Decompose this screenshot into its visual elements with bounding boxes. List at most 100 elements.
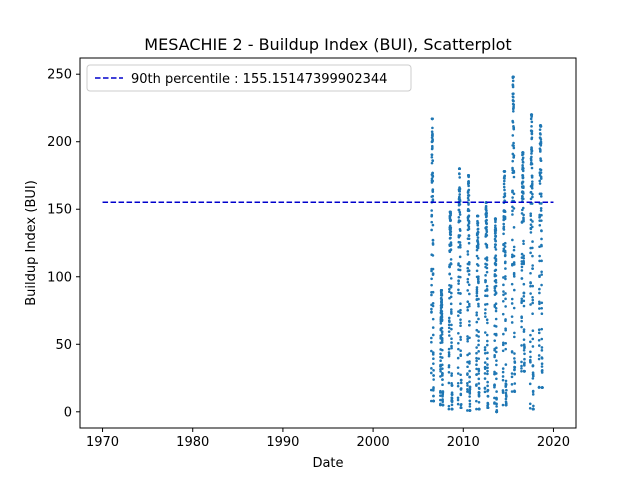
data-point [450,344,453,348]
data-point [467,181,471,185]
data-point [493,245,497,249]
data-point [493,353,496,357]
data-point [486,380,489,384]
data-point [531,372,535,376]
data-point [503,174,507,178]
data-point [522,291,526,295]
data-point [450,399,454,403]
data-point [529,251,532,255]
data-point [540,306,543,310]
data-point [512,192,516,196]
data-point [501,378,505,382]
data-point [529,190,533,194]
data-point [475,359,478,363]
data-point [448,320,451,324]
data-point [520,364,523,368]
data-point [440,326,444,330]
data-point [459,311,462,315]
data-point [457,262,460,265]
data-point [439,375,442,378]
data-point [439,352,442,356]
data-point [511,213,514,216]
data-point [513,331,516,335]
data-point [430,371,433,375]
data-point [468,336,471,340]
data-point [431,302,435,305]
data-point [458,203,462,206]
data-point [456,356,460,360]
data-point [539,207,543,210]
data-point [513,390,517,393]
data-point [513,382,517,385]
data-point [449,241,453,244]
data-point [504,328,507,332]
data-point [521,206,525,210]
data-point [485,243,489,247]
data-point [439,398,442,402]
data-point [504,275,507,278]
data-point [529,212,533,215]
data-point [529,117,533,121]
data-point [484,308,487,311]
data-point [530,129,534,133]
data-point [503,179,506,183]
data-point [539,159,543,163]
data-point [430,177,434,181]
data-point [440,318,444,322]
data-point [503,241,507,245]
data-point [502,293,505,297]
data-point [459,338,462,341]
data-point [513,372,516,376]
data-point [504,383,508,386]
data-point [458,167,462,171]
data-point [530,174,534,178]
data-point [431,290,435,294]
y-tick-label: 50 [55,338,72,353]
data-point [486,369,489,373]
data-point [531,284,535,288]
data-point [459,402,463,406]
data-point [456,402,460,406]
data-point [494,262,498,266]
data-point [431,175,435,178]
data-point [511,189,514,193]
data-point [467,227,471,231]
data-point [431,351,435,354]
data-point [540,349,544,352]
data-point [432,378,435,381]
data-point [512,226,516,229]
data-point [504,341,508,345]
data-point [530,113,534,117]
data-point [450,384,454,387]
data-point [494,307,498,310]
data-point [494,254,498,257]
data-point [522,217,525,221]
data-point [540,369,544,372]
data-point [485,222,489,226]
data-point [448,287,451,291]
data-point [494,228,498,232]
data-point [531,393,535,396]
data-point [521,161,525,164]
data-point [467,261,471,264]
data-point [522,167,525,170]
data-point [440,330,444,333]
data-point [522,299,526,303]
data-point [483,377,487,380]
x-tick-label: 1970 [86,435,119,450]
data-point [504,391,508,395]
data-point [457,288,460,292]
data-point [467,198,470,202]
data-point [523,361,526,365]
data-point [531,192,534,196]
data-point [511,120,515,124]
data-point [538,291,541,295]
data-point [431,134,434,138]
data-point [512,175,516,179]
data-point [540,371,544,374]
data-point [431,223,435,227]
data-point [450,308,453,311]
data-point [476,240,480,244]
data-point [511,159,515,163]
